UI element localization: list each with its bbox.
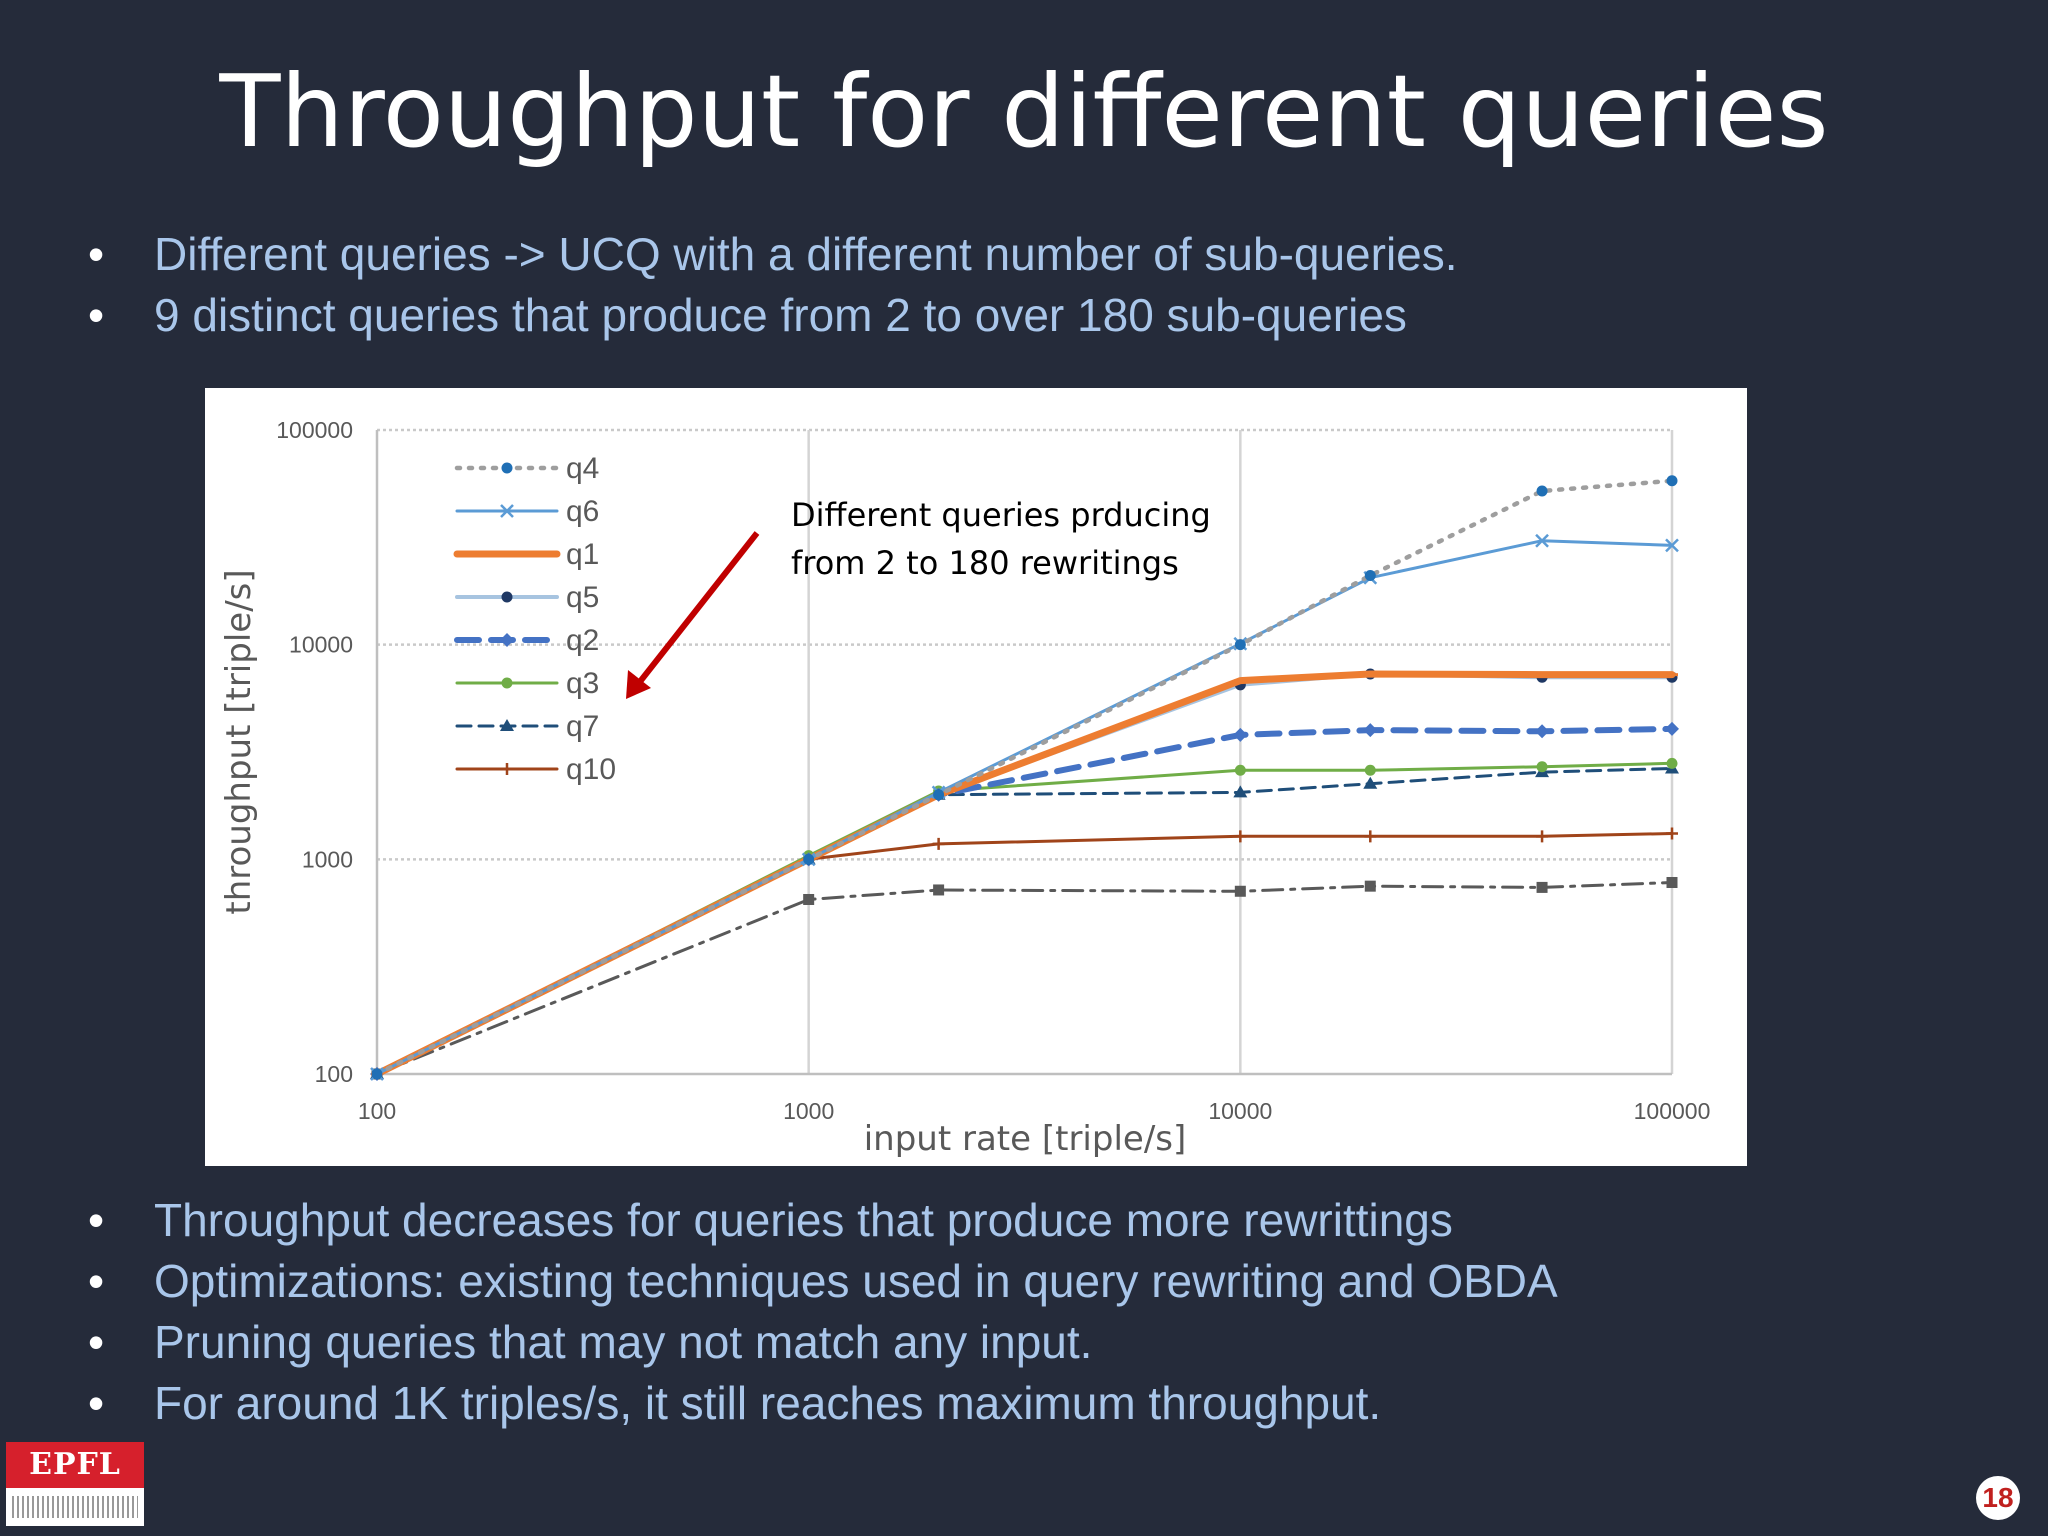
- throughput-chart: 100 1000 10000 100000 100 1000 10000 100000 inpu…: [219, 417, 1711, 1159]
- bullet-item: For around 1K triples/s, it still reache…: [88, 1373, 1558, 1434]
- point-marker: [1665, 538, 1679, 553]
- point-marker: [933, 789, 945, 801]
- point-marker: [1364, 880, 1376, 892]
- bullet-item: Pruning queries that may not match any i…: [88, 1312, 1558, 1373]
- x-tick-label: 1000: [783, 1098, 834, 1124]
- bullet-item: Different queries -> UCQ with a differen…: [88, 224, 1458, 285]
- x-tick-label: 100: [358, 1098, 396, 1124]
- legend-label: q1: [566, 538, 599, 571]
- series-line: [375, 832, 1674, 1076]
- legend-label: q4: [566, 452, 599, 485]
- series-line: [375, 761, 1674, 1076]
- point-marker: [371, 1068, 383, 1080]
- x-tick-label: 100000: [1634, 1098, 1711, 1124]
- chart-panel: 100 1000 10000 100000 100 1000 10000 100000 inpu…: [205, 388, 1747, 1166]
- legend-item: q3: [455, 667, 599, 700]
- bullet-item: Optimizations: existing techniques used …: [88, 1251, 1558, 1312]
- annotation-arrowhead: [626, 670, 651, 699]
- y-tick-label: 10000: [289, 632, 353, 658]
- legend-item: q10: [455, 753, 616, 786]
- y-tick-label: 1000: [302, 846, 353, 872]
- point-marker: [932, 837, 945, 850]
- legend-label: q10: [566, 753, 616, 786]
- legend-label: q3: [566, 667, 599, 700]
- point-marker: [1234, 830, 1247, 843]
- point-marker: [1233, 727, 1248, 742]
- series-q7: [370, 761, 1679, 1079]
- point-marker: [1536, 761, 1548, 773]
- series-line: [375, 767, 1674, 1076]
- x-axis-title: input rate [triple/s]: [864, 1119, 1187, 1159]
- x-tick-label: 10000: [1208, 1098, 1272, 1124]
- slide-title: Throughput for different queries: [219, 53, 1829, 170]
- y-tick-label: 100: [315, 1061, 353, 1087]
- legend-item: q6: [455, 495, 599, 528]
- point-marker: [1234, 885, 1246, 897]
- page-number: 18: [1976, 1476, 2020, 1520]
- point-marker: [1536, 881, 1548, 893]
- legend-label: q7: [566, 710, 599, 743]
- point-marker: [803, 853, 815, 865]
- point-marker: [1666, 757, 1678, 769]
- legend-item: q4: [454, 452, 599, 485]
- point-marker: [1234, 639, 1246, 651]
- point-marker: [1666, 827, 1678, 840]
- point-marker: [1666, 876, 1678, 888]
- logo-subtitle: [12, 1496, 138, 1518]
- legend-item: q7: [455, 710, 599, 743]
- bullet-item: 9 distinct queries that produce from 2 t…: [88, 285, 1458, 346]
- annotation-text: from 2 to 180 rewritings: [791, 544, 1179, 582]
- series-q4: [371, 475, 1678, 1080]
- point-marker: [1666, 475, 1678, 487]
- legend-label: q5: [566, 581, 599, 614]
- point-marker: [1233, 785, 1248, 798]
- point-marker: [501, 677, 513, 689]
- legend-item: q5: [455, 581, 599, 614]
- point-marker: [1536, 830, 1549, 843]
- series-q10: [371, 827, 1678, 1080]
- y-axis-title: throughput [triple/s]: [219, 569, 259, 914]
- legend-item: q1: [453, 538, 599, 571]
- point-marker: [1364, 569, 1376, 581]
- point-marker: [501, 763, 513, 775]
- point-marker: [1535, 533, 1549, 548]
- point-marker: [933, 884, 945, 896]
- point-marker: [501, 591, 513, 603]
- y-tick-label: 100000: [276, 417, 353, 443]
- annotation-text: Different queries prducing: [791, 496, 1211, 534]
- point-marker: [500, 504, 514, 518]
- bottom-bullet-list: Throughput decreases for queries that pr…: [88, 1190, 1558, 1434]
- point-marker: [500, 633, 514, 647]
- legend-item: q2: [454, 624, 599, 657]
- point-marker: [1665, 721, 1679, 736]
- point-marker: [803, 893, 815, 905]
- logo-mark: EPFL: [6, 1442, 144, 1488]
- bullet-item: Throughput decreases for queries that pr…: [88, 1190, 1558, 1251]
- point-marker: [500, 719, 514, 731]
- top-bullet-list: Different queries -> UCQ with a differen…: [88, 224, 1458, 346]
- point-marker: [1536, 485, 1548, 497]
- annotation-arrow: [632, 531, 760, 690]
- legend: q4 q6 q1 q5 q2 q3 q7 q10: [453, 452, 616, 786]
- legend-label: q2: [566, 624, 599, 657]
- point-marker: [1535, 724, 1550, 739]
- epfl-logo: EPFL: [6, 1442, 144, 1526]
- point-marker: [1234, 764, 1246, 776]
- point-marker: [1364, 764, 1376, 776]
- legend-label: q6: [566, 495, 599, 528]
- point-marker: [501, 462, 513, 474]
- series-q3: [371, 757, 1678, 1080]
- point-marker: [1363, 776, 1378, 789]
- point-marker: [1364, 830, 1377, 843]
- point-marker: [1363, 723, 1378, 738]
